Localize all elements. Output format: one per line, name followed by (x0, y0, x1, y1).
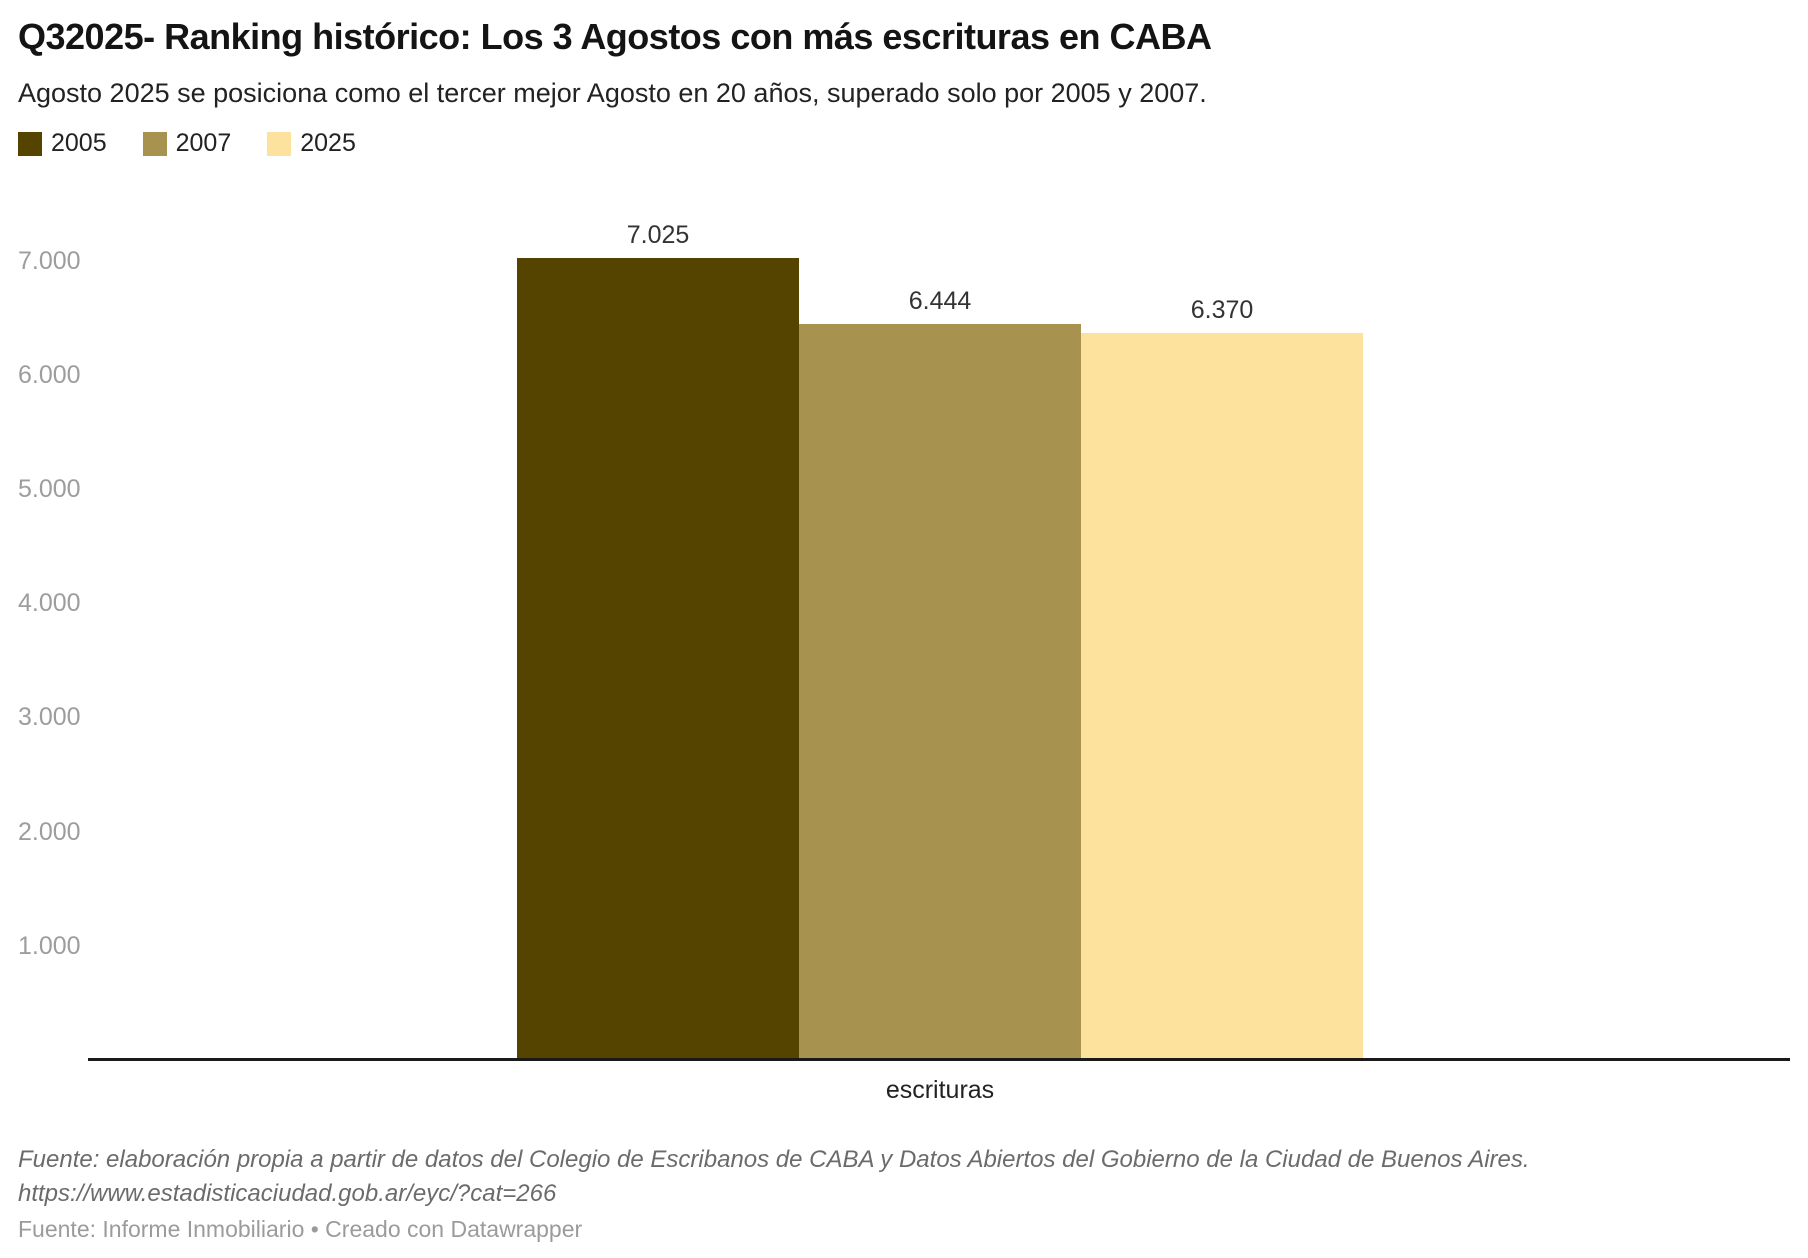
y-tick-label: 2.000 (18, 818, 81, 846)
chart-subtitle: Agosto 2025 se posiciona como el tercer … (18, 78, 1207, 108)
legend-item-2007: 2007 (142, 129, 232, 158)
bar-value-label-2005: 7.025 (626, 221, 690, 249)
source-note: Fuente: elaboración propia a partir de d… (18, 1146, 1530, 1173)
bar-2007[interactable] (799, 324, 1081, 1060)
y-tick-label: 5.000 (18, 475, 81, 503)
legend-label-2007: 2007 (175, 129, 232, 157)
legend-swatch-2005 (18, 131, 42, 156)
bar-2025[interactable] (1081, 333, 1363, 1060)
chart-title: Q32025- Ranking histórico: Los 3 Agostos… (18, 16, 1212, 57)
legend-item-2025: 2025 (267, 129, 356, 158)
y-tick-label: 3.000 (18, 703, 81, 731)
y-tick-label: 1.000 (18, 932, 81, 960)
legend-swatch-2007 (142, 131, 167, 156)
legend: 2005 2007 2025 (18, 129, 356, 158)
source-url: https://www.estadisticaciudad.gob.ar/eyc… (18, 1180, 557, 1207)
y-tick-label: 6.000 (18, 361, 81, 389)
legend-label-2025: 2025 (300, 129, 356, 157)
x-axis-line (88, 1058, 1790, 1061)
y-tick-label: 7.000 (18, 247, 81, 275)
legend-label-2005: 2005 (51, 129, 107, 157)
bar-value-label-2025: 6.370 (1190, 296, 1254, 324)
attribution: Fuente: Informe Inmobiliario • Creado co… (18, 1216, 583, 1242)
bar-2005[interactable] (517, 258, 799, 1060)
legend-swatch-2025 (267, 131, 292, 156)
legend-item-2005: 2005 (18, 129, 107, 158)
x-axis-category-label: escrituras (885, 1076, 995, 1104)
y-tick-label: 4.000 (18, 589, 81, 617)
bar-value-label-2007: 6.444 (908, 287, 972, 315)
